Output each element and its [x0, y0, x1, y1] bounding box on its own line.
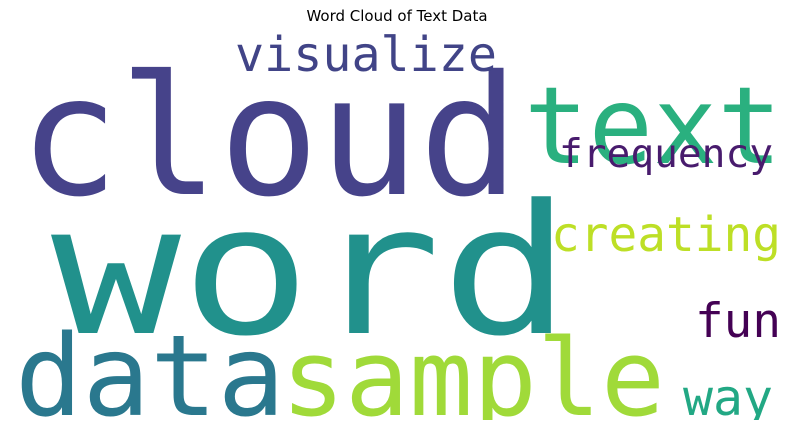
word-word: word [51, 167, 571, 376]
word-visualize: visualize [235, 31, 497, 83]
word-text: text [524, 65, 782, 189]
word-fun: fun [695, 294, 781, 349]
word-sample: sample [281, 317, 665, 420]
word-frequency: frequency [559, 131, 773, 177]
word-data: data [15, 312, 285, 420]
word-way: way [683, 369, 773, 420]
chart-title: Word Cloud of Text Data [306, 7, 488, 25]
word-creating: creating [551, 208, 781, 263]
word-cloud: word cloud sample data text visualize creating… [9, 31, 785, 420]
word-cloud: cloud [19, 41, 519, 234]
